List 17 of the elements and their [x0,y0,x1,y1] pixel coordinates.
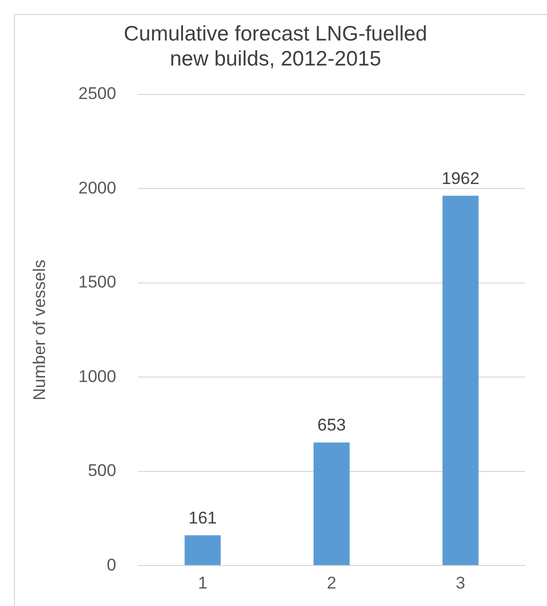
x-tick-label: 2 [326,573,336,592]
y-tick-label: 1500 [78,272,116,292]
x-tick-label: 3 [456,573,466,592]
x-tick-label: 1 [198,573,208,592]
bar [442,196,479,566]
y-tick-label: 2000 [78,178,116,198]
data-label: 161 [188,508,217,528]
chart-title: Cumulative forecast LNG-fuelled new builds, 2012-2015 [124,22,428,71]
bar [314,442,350,566]
y-axis-title: Number of vessels [30,260,49,400]
bar [184,535,221,566]
y-tick-label: 1000 [78,366,116,386]
data-label: 1962 [442,168,480,188]
y-tick-label: 0 [106,555,116,574]
y-tick-label: 500 [88,461,116,480]
data-label: 653 [317,416,346,435]
y-tick-label: 2500 [78,84,116,104]
